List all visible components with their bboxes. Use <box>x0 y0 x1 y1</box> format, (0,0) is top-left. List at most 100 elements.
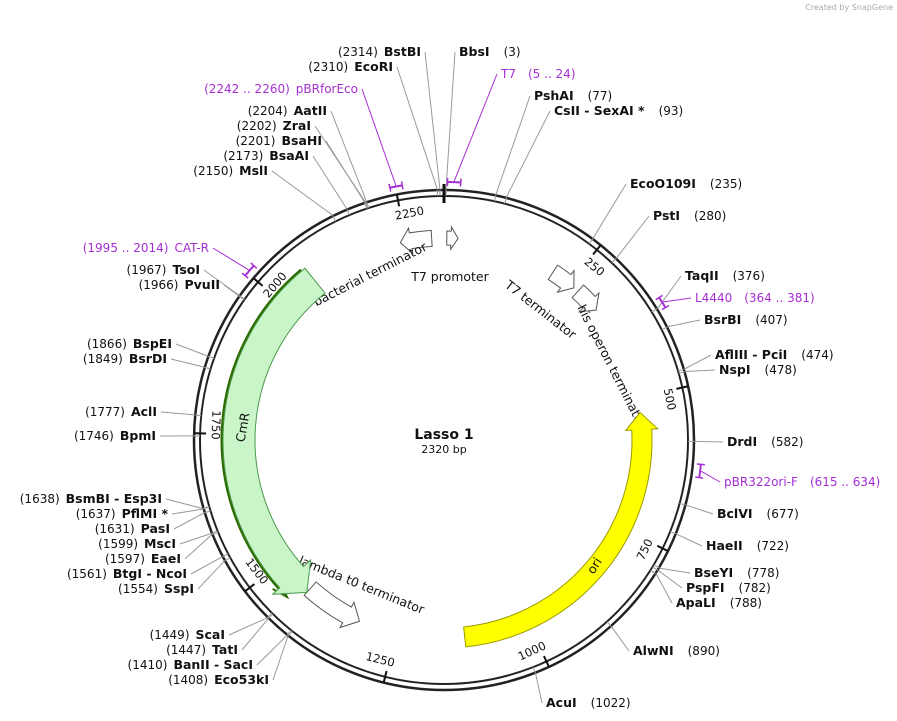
site: (280) <box>694 209 726 223</box>
cut-site <box>364 201 368 209</box>
cut-site <box>207 355 215 359</box>
tick-label: 1250 <box>364 649 396 670</box>
leader-line <box>663 297 692 303</box>
cut-site <box>365 201 370 209</box>
tick-label: 2250 <box>394 203 425 222</box>
primer-end <box>400 181 404 190</box>
name: BanII - SacI <box>173 657 253 672</box>
enzyme-label: AlwNI (890) <box>633 643 720 658</box>
cut-site <box>679 502 687 506</box>
leader-line <box>424 51 441 190</box>
site: (582) <box>771 435 803 449</box>
site: (2150) <box>193 164 233 178</box>
enzyme-label: BseYI (778) <box>694 565 779 580</box>
name: AlwNI <box>633 643 674 658</box>
cmr-highlight <box>220 268 303 593</box>
name: PshAI <box>534 88 574 103</box>
primer-label: (2242 .. 2260) pBRforEco <box>204 82 358 96</box>
enzyme-label: (1746) BpmI <box>74 428 156 443</box>
feature-arrow <box>222 267 326 595</box>
site: (2201) <box>236 134 276 148</box>
enzyme-label: PstI (280) <box>653 208 726 223</box>
enzyme-label: BbsI (3) <box>459 44 521 59</box>
leader-line <box>256 635 288 666</box>
enzyme-label: HaeII (722) <box>706 538 789 553</box>
tick-label: 500 <box>661 387 679 411</box>
leader-line <box>676 533 703 547</box>
feature-arrow <box>547 264 575 293</box>
name: AflIII - PciI <box>715 347 787 362</box>
cut-site <box>223 557 231 562</box>
tick-mark <box>244 583 256 593</box>
cut-site <box>221 553 229 558</box>
cut-site <box>650 569 657 575</box>
site: (1746) <box>74 429 114 443</box>
name: BsrDI <box>129 351 167 366</box>
name: SspI <box>164 581 194 596</box>
enzyme-label: (1554) SspI <box>118 581 194 596</box>
site: (474) <box>801 348 833 362</box>
site: (677) <box>767 507 799 521</box>
primer-end <box>388 183 392 192</box>
name: TsoI <box>172 262 200 277</box>
enzyme-label: AflIII - PciI (474) <box>715 347 834 362</box>
enzyme-label: CsII - SexAI * (93) <box>554 103 683 118</box>
site: (3) <box>504 45 521 59</box>
site: (364 .. 381) <box>744 291 814 305</box>
site: (1638) <box>20 492 60 506</box>
name: AatII <box>294 103 327 118</box>
site: (1966) <box>139 278 179 292</box>
site: (1967) <box>127 263 167 277</box>
cut-site <box>504 196 508 204</box>
cut-site <box>202 506 210 510</box>
enzyme-label: (1408) Eco53kI <box>168 672 269 687</box>
name: PvuII <box>184 277 220 292</box>
enzyme-label: (1447) TatI <box>166 642 238 657</box>
site: (1408) <box>168 673 208 687</box>
cut-site <box>653 564 661 569</box>
leader-line <box>173 512 205 530</box>
site: (782) <box>739 581 771 595</box>
name: EaeI <box>151 551 181 566</box>
cut-site <box>238 295 245 301</box>
name: Eco53kI <box>214 672 269 687</box>
primer-label: pBR322ori-F (615 .. 634) <box>724 475 880 489</box>
enzyme-label: (2150) MslI <box>193 163 268 178</box>
leader-line <box>175 343 208 357</box>
site: (1597) <box>105 552 145 566</box>
primer-arc <box>244 264 255 277</box>
leader-line <box>241 618 269 651</box>
leader-line <box>190 556 223 575</box>
feature-arrow <box>571 284 600 313</box>
cut-site <box>287 630 293 637</box>
name: BsrBI <box>704 312 741 327</box>
cut-site <box>532 666 537 674</box>
cut-site <box>661 326 669 331</box>
leader-line <box>445 51 456 190</box>
site: (2202) <box>237 119 277 133</box>
enzyme-label: (1561) BtgI - NcoI <box>67 566 187 581</box>
site: (376) <box>733 269 765 283</box>
feature-label: T7 promoter <box>410 269 489 284</box>
name: BsaHI <box>281 133 322 148</box>
name: L4440 <box>695 291 732 305</box>
leader-line <box>165 498 203 509</box>
leader-line <box>658 570 683 589</box>
cut-site <box>494 194 497 202</box>
site: (5 .. 24) <box>528 67 576 81</box>
enzyme-label: ApaLI (788) <box>676 595 762 610</box>
leader-line <box>171 508 203 515</box>
plasmid-name: Lasso 1 <box>414 427 473 443</box>
site: (93) <box>659 104 684 118</box>
enzyme-label: (2204) AatII <box>248 103 327 118</box>
enzyme-label: (1410) BanII - SacI <box>128 657 253 672</box>
enzyme-label: (1966) PvuII <box>139 277 220 292</box>
site: (778) <box>747 566 779 580</box>
enzyme-label: (1638) BsmBI - Esp3I <box>20 491 162 506</box>
primer-end <box>459 178 462 187</box>
name: ZraI <box>283 118 311 133</box>
enzyme-label: (1866) BspEI <box>87 336 172 351</box>
site: (2314) <box>338 45 378 59</box>
site: (1637) <box>76 507 116 521</box>
